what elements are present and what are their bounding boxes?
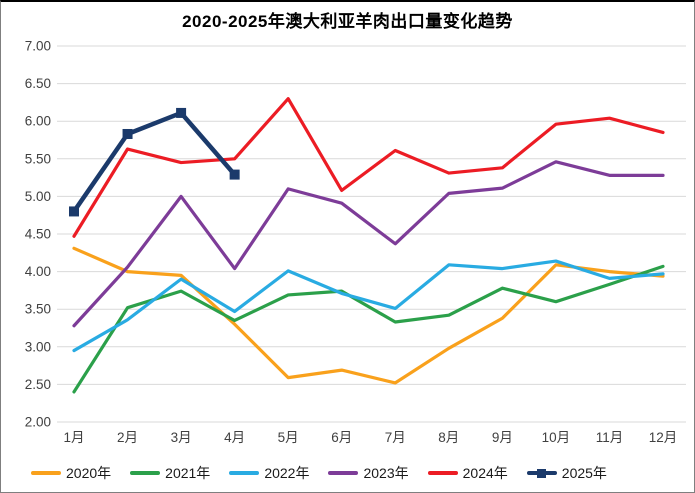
legend-swatch [31,471,61,475]
y-tick-label: 6.50 [25,76,51,91]
series-line-2023年 [72,160,665,328]
legend-item-2022年: 2022年 [229,463,309,483]
x-tick-label: 7月 [385,430,406,445]
chart-svg: 7.00 6.50 6.00 5.50 5.00 4.50 4.00 3.50 3.00 2.50… [25,39,686,445]
y-tick-label: 5.00 [25,189,51,204]
x-tick-label: 3月 [171,430,192,445]
chart-title: 2020-2025年澳大利亚羊肉出口量变化趋势 [182,12,513,31]
y-tick-label: 2.00 [25,415,51,430]
legend-swatch [229,471,260,475]
series-line-2021年 [72,264,665,394]
x-tick-label: 4月 [224,430,245,445]
series-marker-2025年 [176,107,187,118]
x-tick-label: 1月 [63,430,84,445]
legend-swatch [526,468,557,478]
legend-label: 2023年 [363,465,409,481]
series-line-2024年 [72,97,665,238]
y-tick-label: 7.00 [25,39,51,54]
series-marker-2025年 [69,206,79,217]
legend-label: 2020年 [66,465,112,481]
y-tick-label: 2.50 [25,377,51,392]
x-tick-label: 6月 [331,430,352,445]
x-tick-label: 9月 [492,430,513,445]
legend-swatch [427,471,458,475]
chart-legend: 2020年 2021年 2022年 2023年 2024年 2025年 [31,460,694,486]
legend-item-2024年: 2024年 [427,463,508,483]
legend-swatch [130,471,161,475]
legend-item-2023年: 2023年 [328,463,409,483]
x-tick-label: 2月 [117,430,138,445]
series-marker-2025年 [229,169,240,180]
legend-item-2025年: 2025年 [526,463,607,483]
x-tick-label: 8月 [438,430,459,445]
y-tick-label: 4.50 [25,227,51,242]
series-marker-2025年 [122,128,133,139]
series-line-2022年 [72,259,665,353]
legend-label: 2022年 [264,465,310,481]
y-tick-label: 6.00 [25,114,51,129]
x-tick-label: 11月 [596,430,624,445]
y-tick-label: 3.50 [25,302,51,317]
legend-label: 2021年 [165,465,211,481]
legend-item-2021年: 2021年 [130,463,210,483]
series-line-2020年 [72,246,665,385]
y-tick-label: 5.50 [25,151,51,166]
y-tick-label: 3.00 [25,339,51,354]
legend-item-2020年: 2020年 [31,463,111,483]
legend-marker-square [536,468,546,478]
y-tick-label: 4.00 [25,264,51,279]
legend-label: 2025年 [561,465,607,481]
x-tick-label: 12月 [649,430,678,445]
legend-swatch [328,471,359,475]
x-tick-label: 10月 [542,430,571,445]
legend-label: 2024年 [462,465,508,481]
series-line-2025年 [71,110,237,214]
x-tick-label: 5月 [278,430,299,445]
